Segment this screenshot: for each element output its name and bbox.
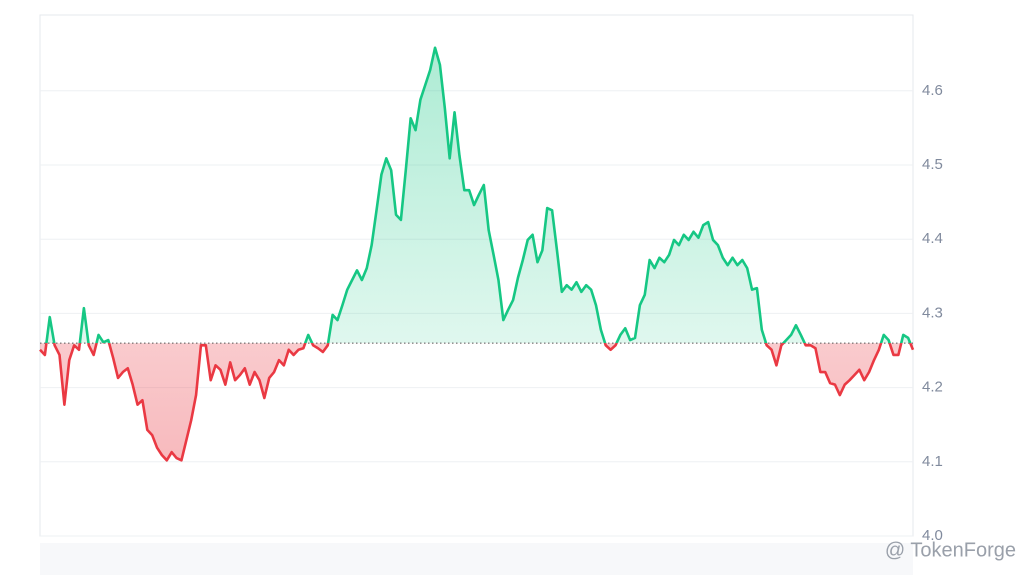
area-down	[40, 343, 913, 461]
y-tick-label: 4.5	[922, 156, 943, 173]
volume-strip	[40, 543, 913, 575]
y-tick-label: 4.4	[922, 230, 943, 247]
price-line-up	[45, 46, 912, 344]
y-tick-label: 4.6	[922, 82, 943, 99]
price-line-down	[39, 343, 915, 462]
y-tick-label: 4.2	[922, 379, 943, 396]
y-tick-label: 4.1	[922, 453, 943, 470]
watermark: @ TokenForge	[885, 539, 1016, 561]
y-tick-label: 4.0	[922, 527, 943, 544]
area-up	[46, 47, 911, 344]
y-tick-label: 4.3	[922, 304, 943, 321]
